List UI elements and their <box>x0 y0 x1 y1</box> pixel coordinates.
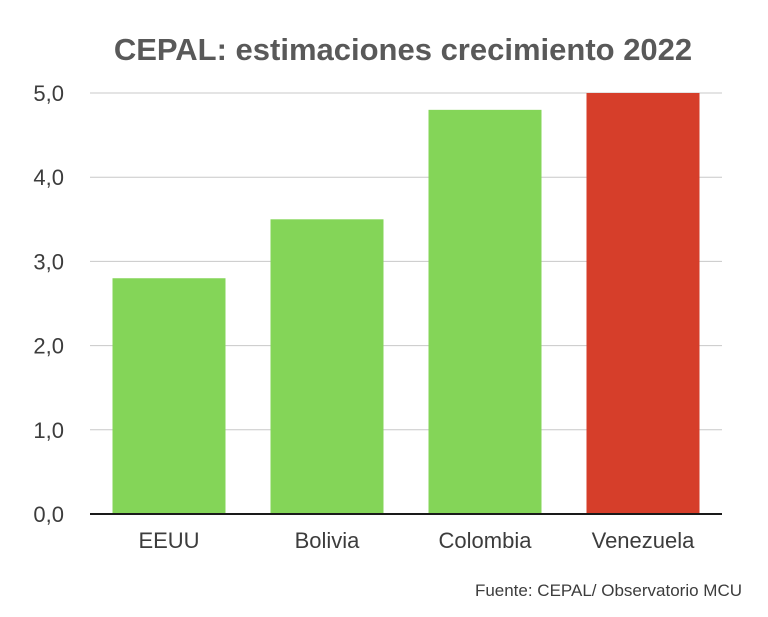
x-category-label: Venezuela <box>592 528 696 553</box>
bar-bolivia <box>270 219 384 515</box>
bar-colombia <box>428 109 542 514</box>
y-tick-label: 0,0 <box>33 502 64 527</box>
chart-title: CEPAL: estimaciones crecimiento 2022 <box>114 32 692 67</box>
x-axis-category-labels: EEUU Bolivia Colombia Venezuela <box>138 528 695 553</box>
y-tick-label: 4,0 <box>33 165 64 190</box>
y-tick-label: 5,0 <box>33 81 64 106</box>
source-note: Fuente: CEPAL/ Observatorio MCU <box>475 581 742 600</box>
x-category-label: Bolivia <box>295 528 361 553</box>
y-axis-tick-labels: 0,0 1,0 2,0 3,0 4,0 5,0 <box>33 81 64 527</box>
y-tick-label: 2,0 <box>33 334 64 359</box>
bar-venezuela <box>586 93 700 514</box>
x-category-label: EEUU <box>138 528 199 553</box>
y-tick-label: 1,0 <box>33 418 64 443</box>
y-tick-label: 3,0 <box>33 249 64 274</box>
bars <box>112 93 700 515</box>
x-category-label: Colombia <box>439 528 533 553</box>
bar-eeuu <box>112 278 226 514</box>
